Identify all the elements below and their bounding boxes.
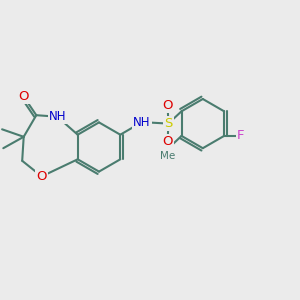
Text: O: O [18,90,29,103]
Text: NH: NH [133,116,151,129]
Text: F: F [237,129,245,142]
Text: O: O [163,99,173,112]
Text: S: S [164,117,172,130]
Text: Me: Me [160,151,175,161]
Text: NH: NH [49,110,66,123]
Text: O: O [36,170,47,183]
Text: O: O [163,135,173,148]
